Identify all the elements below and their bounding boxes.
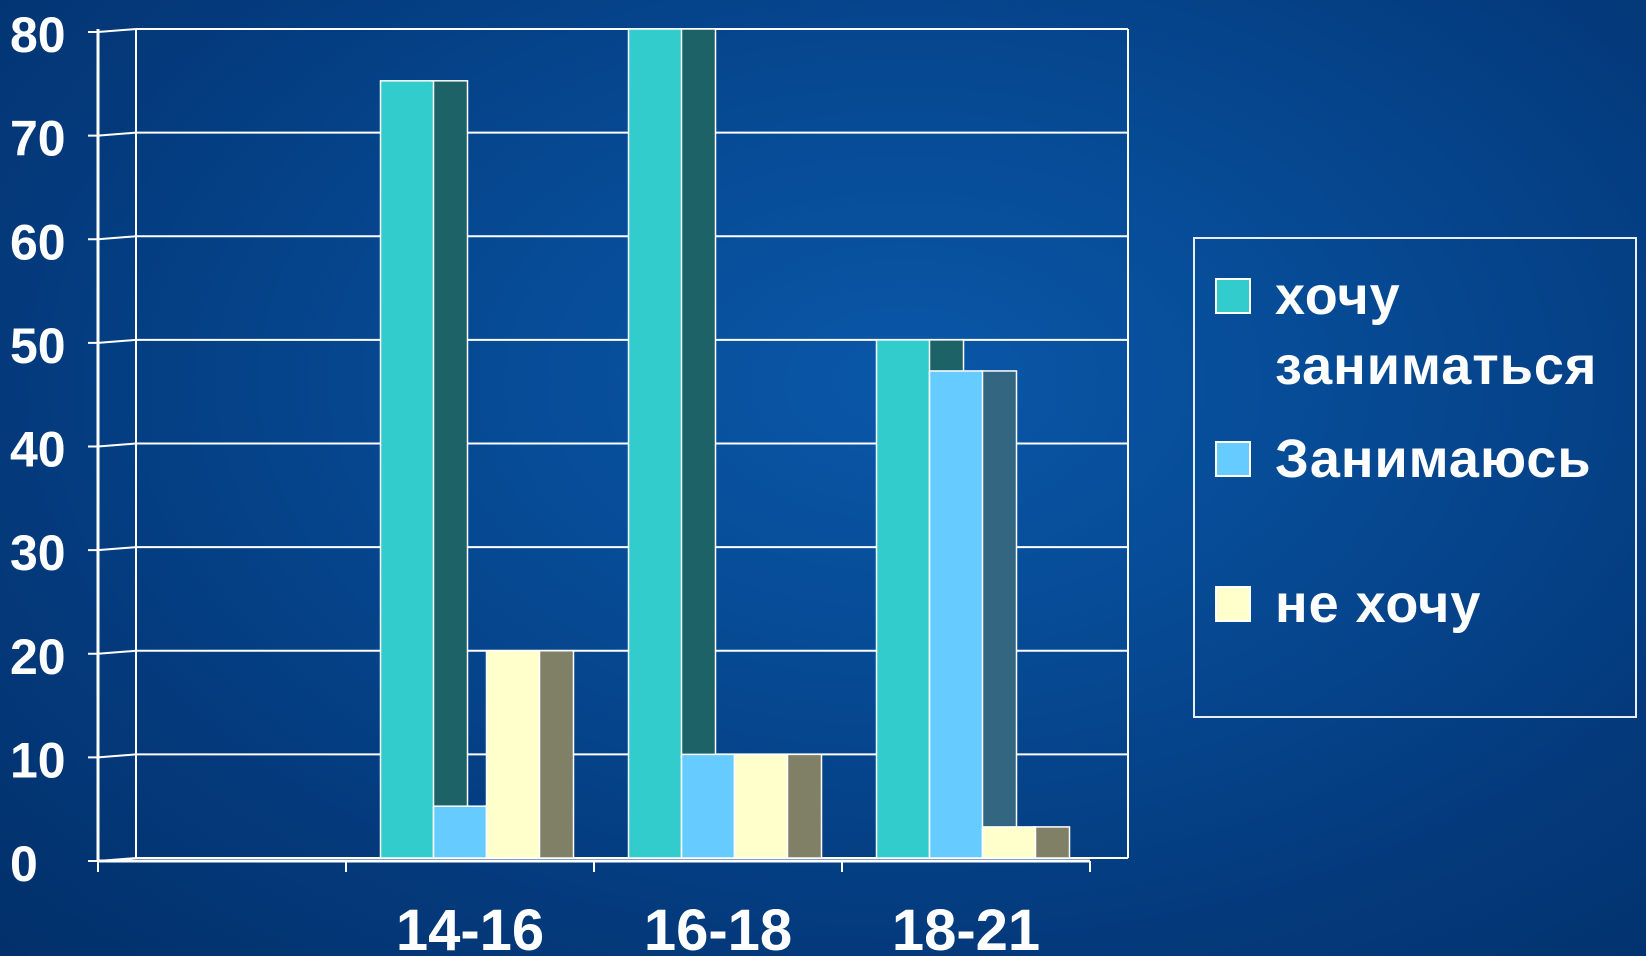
y-axis-ticks: 0 10 20 30 40 50 60 70 80 [10,7,98,892]
bar-group [379,80,469,859]
bar [432,805,488,859]
gridline-side [97,235,137,241]
gridline-side [97,28,137,33]
x-tick-label: 14-16 [396,898,544,956]
bar [627,28,683,859]
bar-group [485,650,575,859]
bar-side [784,753,823,859]
x-tick-label: 18-21 [892,898,1040,956]
gridline-side [97,442,137,448]
bar-side [678,28,717,859]
legend-swatch-hochu [1215,278,1251,314]
y-tick-label: 60 [10,214,66,270]
bar-group [733,753,823,859]
x-tick-label: 16-18 [644,898,792,956]
legend-swatch-ne-hochu [1215,586,1251,622]
x-axis-ticks: 14-16 16-18 18-21 [97,861,1091,956]
bar-side [1032,826,1071,859]
bar [875,339,931,859]
bar [928,370,984,859]
y-tick-label: 70 [10,111,66,167]
gridline-side [97,649,137,655]
gridline-side [97,753,137,759]
bar [379,80,435,859]
y-tick-label: 80 [10,7,66,63]
y-tick-label: 40 [10,422,66,478]
legend-label: не хочу [1275,574,1482,634]
legend-label: хочу заниматься [1275,266,1598,396]
bar-side [536,650,575,859]
bar-side [979,370,1018,859]
bar [733,753,789,859]
legend-swatch-zanimayus [1215,441,1251,477]
bar-group [981,826,1071,859]
bar-side [430,80,469,859]
legend: хочу заниматься Занимаюсь не хочу [1193,237,1637,718]
y-tick-label: 30 [10,525,66,581]
bar-group [928,370,1018,859]
bar-group [627,28,717,859]
gridline-side [97,338,137,344]
y-tick-label: 0 [10,836,38,892]
bar [981,826,1037,859]
gridline-side [97,131,137,137]
bar [680,753,736,859]
legend-label: Занимаюсь [1275,429,1592,489]
y-tick-label: 20 [10,629,66,685]
gridline-side [97,546,137,552]
bars [379,28,1071,859]
bar [485,650,541,859]
y-tick-label: 50 [10,318,66,374]
y-tick-label: 10 [10,732,66,788]
